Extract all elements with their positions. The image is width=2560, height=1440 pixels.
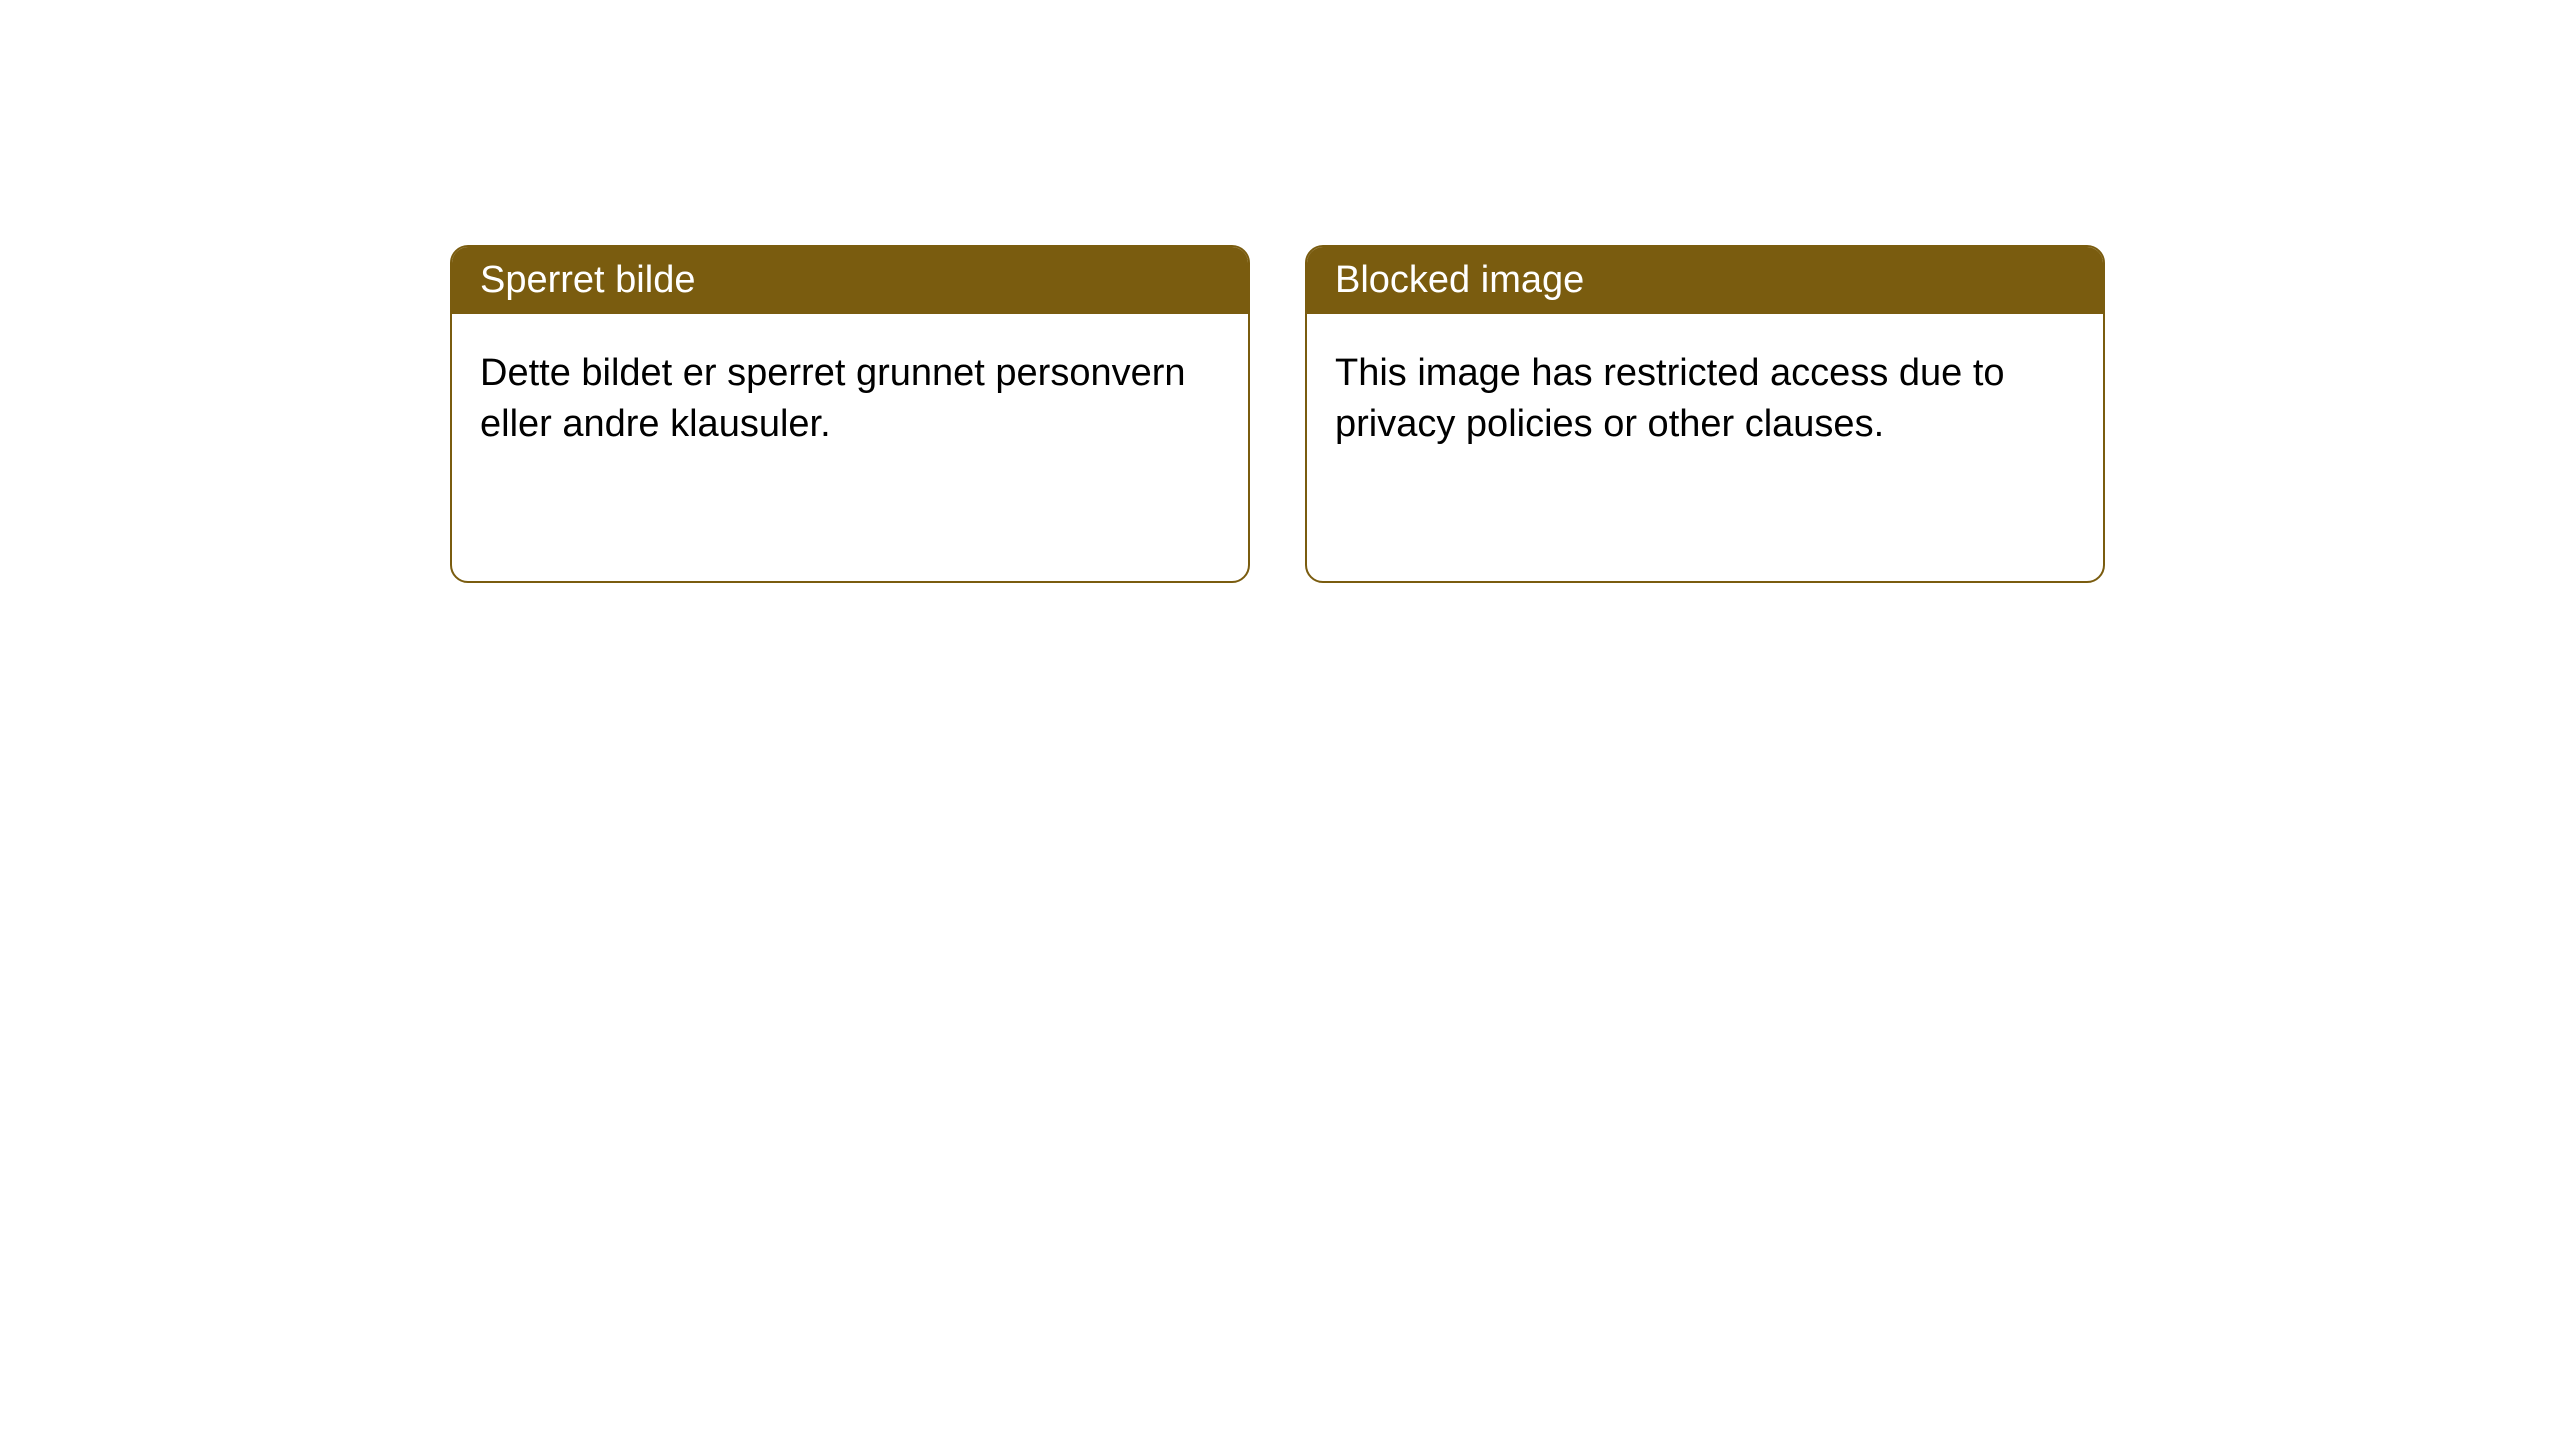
panel-header-norwegian: Sperret bilde <box>452 247 1248 314</box>
panel-title-norwegian: Sperret bilde <box>480 259 695 301</box>
panel-english: Blocked image This image has restricted … <box>1305 245 2105 583</box>
panel-body-english: This image has restricted access due to … <box>1307 314 2103 485</box>
panel-norwegian: Sperret bilde Dette bildet er sperret gr… <box>450 245 1250 583</box>
panel-body-norwegian: Dette bildet er sperret grunnet personve… <box>452 314 1248 485</box>
panel-header-english: Blocked image <box>1307 247 2103 314</box>
panel-title-english: Blocked image <box>1335 259 1584 301</box>
panel-text-norwegian: Dette bildet er sperret grunnet personve… <box>480 352 1186 445</box>
panel-text-english: This image has restricted access due to … <box>1335 352 2005 445</box>
panels-container: Sperret bilde Dette bildet er sperret gr… <box>450 245 2105 583</box>
